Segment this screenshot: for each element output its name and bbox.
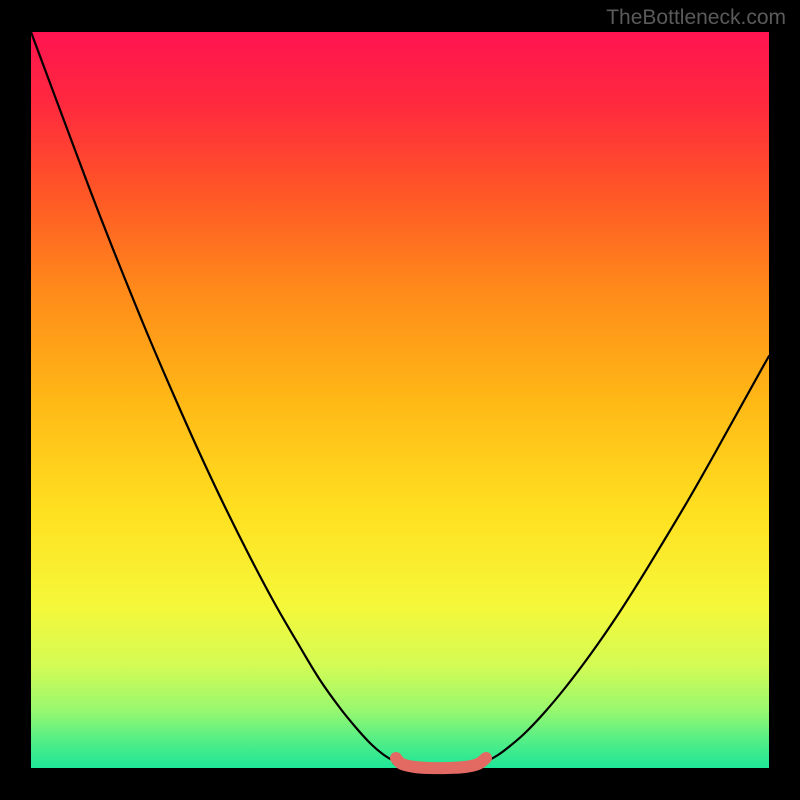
chart-svg (0, 0, 800, 800)
watermark-text: TheBottleneck.com (606, 6, 786, 30)
bottleneck-chart (0, 0, 800, 800)
gradient-background (31, 32, 769, 768)
